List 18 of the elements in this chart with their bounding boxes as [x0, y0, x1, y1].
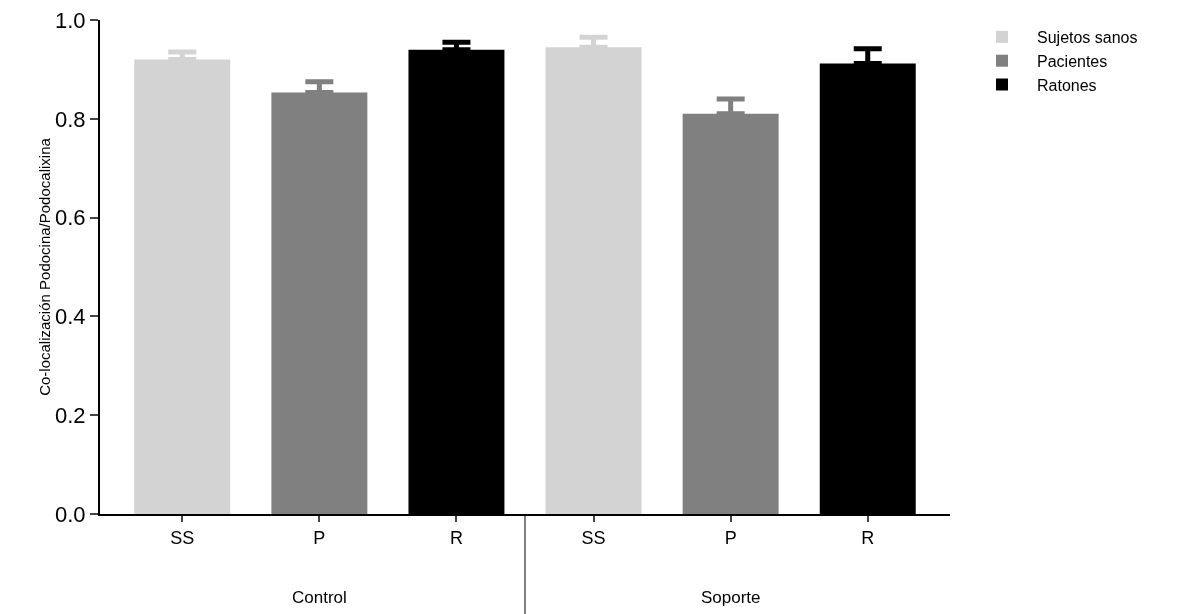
y-tick-label: 1.0	[55, 7, 86, 33]
legend-label: Pacientes	[1037, 52, 1108, 70]
y-tick-label: 0.0	[55, 501, 86, 527]
x-tick-label: SS	[581, 527, 606, 548]
text: Soporte	[701, 588, 761, 607]
y-tick-label: 0.2	[55, 402, 86, 428]
legend-label: Sujetos sanos	[1037, 29, 1138, 47]
legend-label: Ratones	[1037, 76, 1097, 94]
y-axis-title: Co-localización Podocina/Podocalixina	[36, 137, 54, 396]
x-tick-label: P	[313, 527, 326, 548]
y-tick-label: 0.6	[55, 205, 86, 231]
text: Control	[292, 588, 347, 607]
x-tick-label: R	[449, 527, 463, 548]
x-tick-label: R	[861, 527, 875, 548]
x-tick-label: SS	[170, 527, 195, 548]
x-tick-label: P	[724, 527, 737, 548]
y-tick-label: 0.4	[55, 304, 86, 330]
y-tick-label: 0.8	[55, 106, 86, 132]
